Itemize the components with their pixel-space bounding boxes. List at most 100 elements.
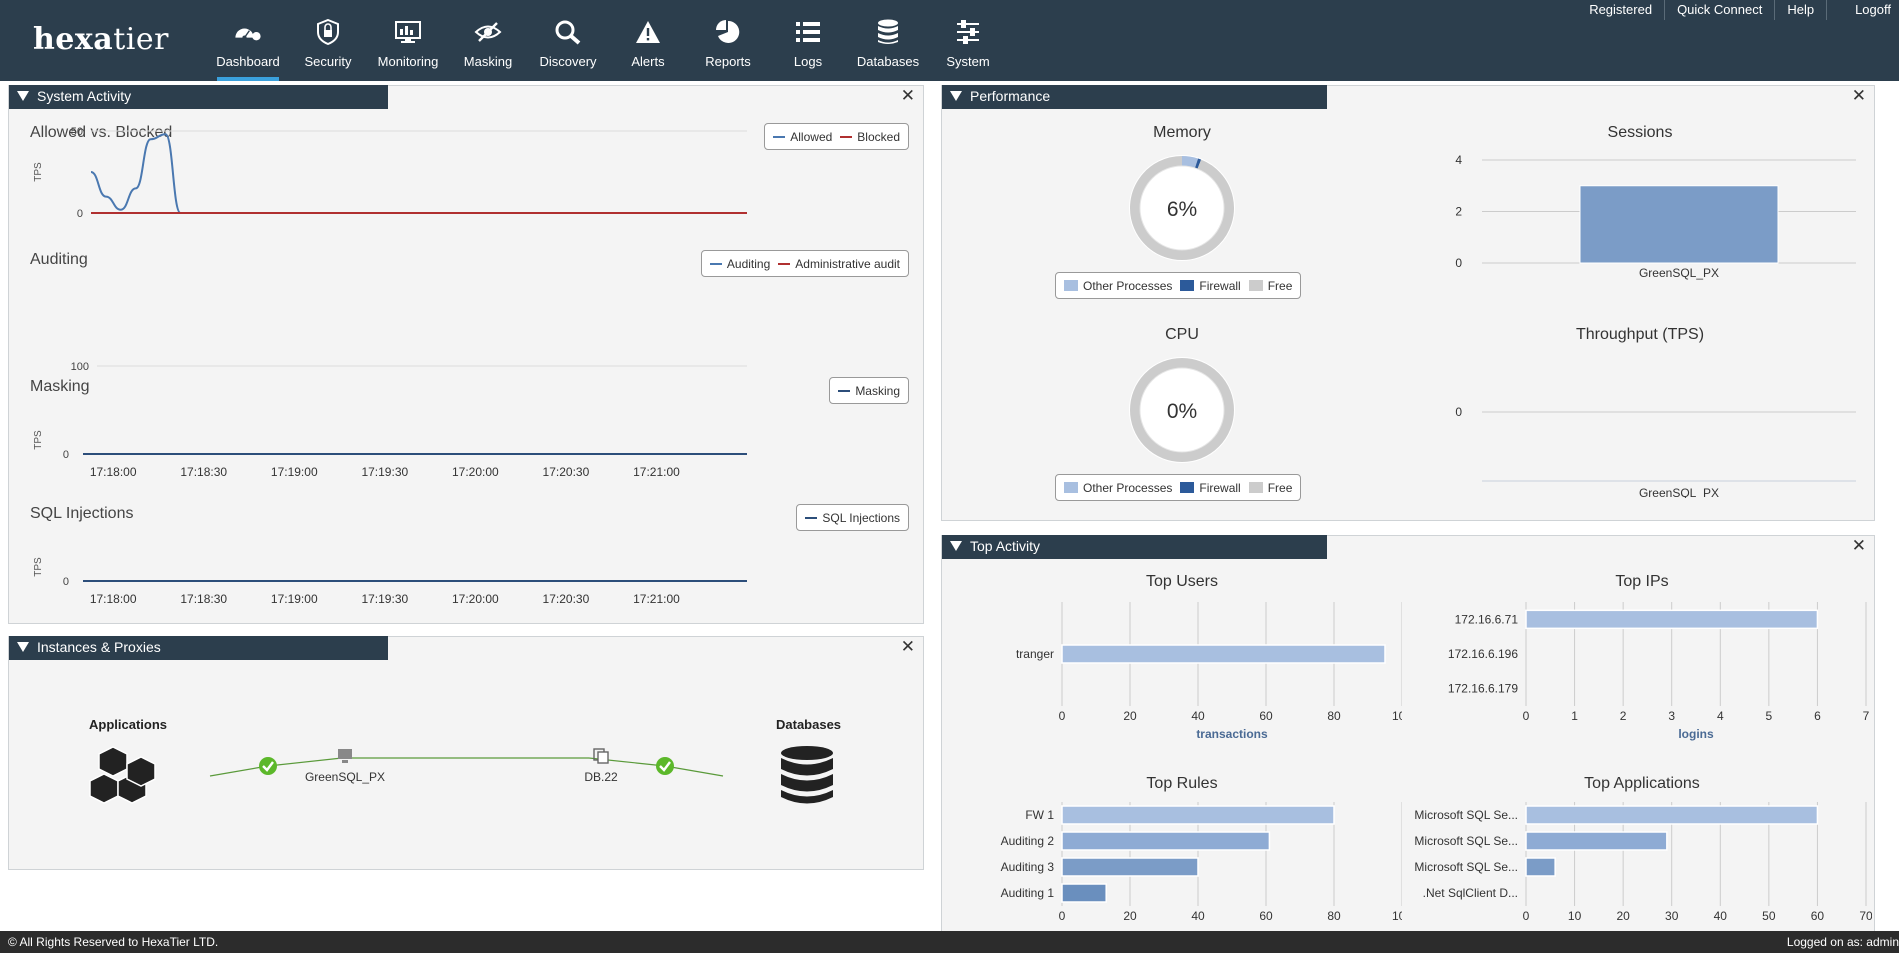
nav-logs[interactable]: Logs <box>768 0 848 81</box>
top-ips-chart: 0 1 2 3 4 5 6 7 172.16.6.71 172.16.6.196 172.16.6.… <box>1448 602 1870 741</box>
donut-slice <box>1194 158 1202 169</box>
legend-item[interactable]: Administrative audit <box>778 257 900 271</box>
y-tick-label: 4 <box>1455 153 1462 167</box>
collapse-triangle-icon[interactable] <box>950 541 962 551</box>
x-axis-label: transactions <box>1196 727 1268 741</box>
bar <box>1525 805 1819 825</box>
chart-legend[interactable]: SQL Injections <box>796 504 909 531</box>
help-link[interactable]: Help <box>1774 0 1826 20</box>
collapse-triangle-icon[interactable] <box>950 91 962 101</box>
nav-alerts[interactable]: Alerts <box>608 0 688 81</box>
chart-title: Masking <box>30 378 90 395</box>
chart-title: Sessions <box>1607 124 1673 141</box>
database-stack-icon[interactable] <box>779 745 835 812</box>
logoff-link[interactable]: Logoff <box>1826 0 1899 20</box>
close-icon[interactable]: ✕ <box>900 637 915 656</box>
applications-icon[interactable] <box>89 745 165 812</box>
sliders-icon <box>954 18 982 46</box>
x-tick-label: 20 <box>1123 709 1137 723</box>
legend-item[interactable]: Allowed <box>773 130 832 144</box>
top-links: Registered Quick Connect Help Logoff <box>1577 0 1899 20</box>
x-tick-label: 4 <box>1717 709 1724 723</box>
chart-legend[interactable]: Masking <box>829 377 909 404</box>
legend-item[interactable]: Other Processes <box>1064 481 1172 495</box>
memory-legend[interactable]: Other Processes Firewall Free <box>1055 272 1302 299</box>
nav-databases[interactable]: Databases <box>848 0 928 81</box>
legend-item[interactable]: Firewall <box>1180 279 1241 293</box>
x-tick-label: 3 <box>1668 709 1675 723</box>
quick-connect-link[interactable]: Quick Connect <box>1664 0 1774 20</box>
top-users-chart: 0 20 40 60 80 100 tranger transactions <box>1016 602 1402 741</box>
nav-dashboard[interactable]: Dashboard <box>208 0 288 81</box>
close-icon[interactable]: ✕ <box>1851 536 1866 555</box>
copyright-text: © All Rights Reserved to HexaTier LTD. <box>8 935 219 949</box>
legend-item[interactable]: Auditing <box>709 257 770 271</box>
x-tick-label: GreenSQL_PX <box>1639 486 1719 498</box>
cpu-legend[interactable]: Other Processes Firewall Free <box>1055 474 1302 501</box>
nav-masking[interactable]: Masking <box>448 0 528 81</box>
search-icon <box>554 18 582 46</box>
footer: © All Rights Reserved to HexaTier LTD. L… <box>0 931 1899 953</box>
nav-reports[interactable]: Reports <box>688 0 768 81</box>
top-activity-panel: Top Activity ✕ Top Users 020406080100tra… <box>941 535 1875 931</box>
x-tick-label: 17:21:00 <box>634 224 681 226</box>
chart-legend[interactable]: Allowed Blocked <box>764 123 909 150</box>
legend-item[interactable]: Masking <box>838 384 900 398</box>
bar <box>1061 831 1271 851</box>
x-tick-label: 80 <box>1327 909 1341 923</box>
sessions-chart: 0 2 4 GreenSQL_PX <box>1455 153 1856 280</box>
y-axis-label: TPS <box>33 430 44 450</box>
y-category-label: 172.16.6.196 <box>1448 647 1518 661</box>
legend-item[interactable]: Other Processes <box>1064 279 1172 293</box>
collapse-triangle-icon[interactable] <box>17 642 29 652</box>
panel-header[interactable]: Instances & Proxies <box>9 636 388 660</box>
legend-item[interactable]: Blocked <box>840 130 900 144</box>
close-icon[interactable]: ✕ <box>900 86 915 105</box>
lock-icon <box>314 18 342 46</box>
database-icon <box>874 18 902 46</box>
y-category-label: Auditing 3 <box>1001 860 1055 874</box>
nav-security[interactable]: Security <box>288 0 368 81</box>
y-category-label: Microsoft SQL Se... <box>1414 834 1518 848</box>
main-nav: Dashboard Security Monitoring Masking Di… <box>208 0 1008 81</box>
collapse-triangle-icon[interactable] <box>17 91 29 101</box>
chart-legend[interactable]: Auditing Administrative audit <box>700 250 909 277</box>
donut-inner-ring <box>1139 165 1225 251</box>
panel-header[interactable]: System Activity <box>9 85 388 109</box>
monitor-icon <box>394 18 422 46</box>
nav-monitoring[interactable]: Monitoring <box>368 0 448 81</box>
proxy-icon <box>338 749 352 763</box>
chart-title: Top Users <box>1145 573 1219 590</box>
x-tick-label: 10 <box>1568 909 1582 923</box>
chart-title: Auditing <box>30 251 88 268</box>
x-tick-label: 0 <box>1059 909 1066 923</box>
registered-link[interactable]: Registered <box>1589 2 1653 17</box>
applications-label: Applications <box>89 717 168 732</box>
instances-proxies-panel: Instances & Proxies ✕ Applications Datab… <box>8 636 924 870</box>
x-tick-label: 17:21:00 <box>633 592 680 606</box>
nav-discovery[interactable]: Discovery <box>528 0 608 81</box>
bar <box>1061 805 1335 825</box>
legend-item[interactable]: Firewall <box>1180 481 1241 495</box>
legend-item[interactable]: SQL Injections <box>805 511 900 525</box>
x-tick-label: 17:19:00 <box>271 592 318 606</box>
y-category-label: Auditing 1 <box>1001 886 1055 900</box>
masking-chart: 0 TPS 17:18:00 17:18:30 17:19:00 17:19:30 17:2… <box>33 430 747 479</box>
x-tick-label: 0 <box>1059 709 1066 723</box>
db-node[interactable]: DB.22 <box>561 748 641 784</box>
x-tick-label: 100 <box>1392 909 1402 923</box>
x-tick-label: 60 <box>1811 909 1825 923</box>
legend-item[interactable]: Free <box>1248 279 1292 293</box>
panel-header[interactable]: Performance <box>942 85 1327 109</box>
hexatier-logo[interactable]: hexatier <box>33 22 169 57</box>
proxy-node[interactable]: GreenSQL_PX <box>300 748 390 784</box>
y-category-label: 172.16.6.71 <box>1455 612 1519 626</box>
close-icon[interactable]: ✕ <box>1851 86 1866 105</box>
nav-system[interactable]: System <box>928 0 1008 81</box>
legend-item[interactable]: Free <box>1248 481 1292 495</box>
x-tick-label: 100 <box>1392 709 1402 723</box>
db-name: DB.22 <box>584 770 618 784</box>
x-tick-label: 20 <box>1123 909 1137 923</box>
chart-title: Top Rules <box>1146 775 1218 792</box>
panel-header[interactable]: Top Activity <box>942 535 1327 559</box>
